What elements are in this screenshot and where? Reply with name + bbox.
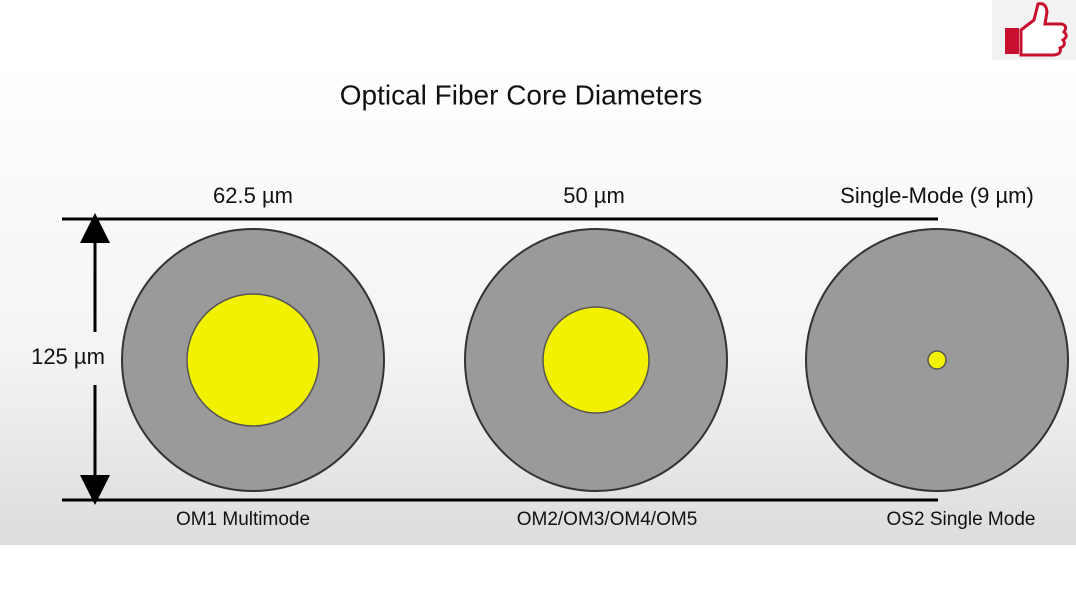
core-label: 62.5 µm xyxy=(213,183,293,208)
core-label: 50 µm xyxy=(563,183,625,208)
type-label: OS2 Single Mode xyxy=(887,509,1036,530)
type-label: OM2/OM3/OM4/OM5 xyxy=(517,509,698,530)
fiber: Single-Mode (9 µm) OS2 Single Mode xyxy=(805,183,1069,530)
core xyxy=(186,293,320,427)
title: Optical Fiber Core Diameters xyxy=(340,79,703,110)
fiber: 62.5 µm OM1 Multimode xyxy=(121,183,385,530)
fiber: 50 µm OM2/OM3/OM4/OM5 xyxy=(464,183,728,530)
core-label: Single-Mode (9 µm) xyxy=(840,183,1034,208)
core xyxy=(542,306,650,414)
dimension-label: 125 µm xyxy=(31,344,105,369)
thumbs-up-icon xyxy=(992,0,1076,60)
core xyxy=(927,350,947,370)
type-label: OM1 Multimode xyxy=(176,509,310,530)
